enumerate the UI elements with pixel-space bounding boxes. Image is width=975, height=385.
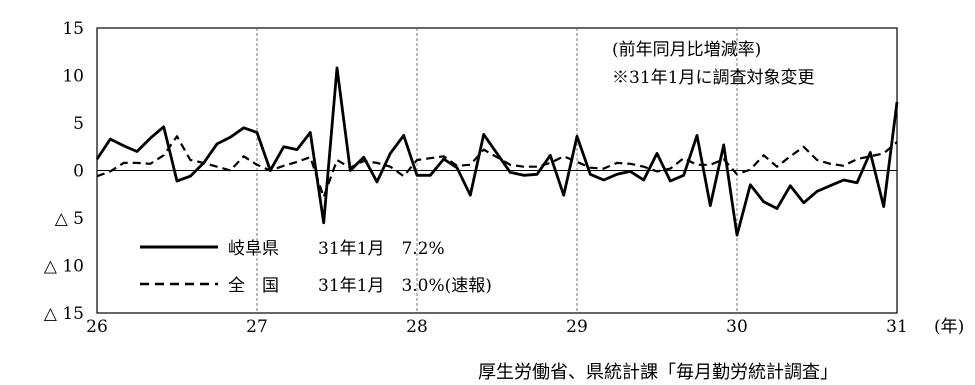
y-tick-label-5: △ 10 bbox=[44, 257, 84, 277]
x-tick-label-27: 27 bbox=[246, 317, 268, 337]
y-tick-label-1: 10 bbox=[62, 67, 84, 87]
y-tick-label-2: 5 bbox=[73, 114, 84, 134]
x-tick-label-26: 26 bbox=[86, 317, 108, 337]
series-line-1 bbox=[96, 135, 898, 199]
y-tick-label-3: 0 bbox=[73, 162, 84, 182]
legend-label-national: 全 国 bbox=[228, 276, 279, 296]
legend-note-gifu: 31年1月 7.2% bbox=[318, 239, 445, 259]
legend-label-gifu: 岐阜県 bbox=[228, 239, 279, 259]
x-tick-label-30: 30 bbox=[726, 317, 748, 337]
y-axis-ticks: 15 10 5 0 △ 5 △ 10 △ 15 bbox=[44, 19, 84, 324]
x-axis-unit: (年) bbox=[934, 317, 964, 337]
annotation-line-1: (前年同月比増減率) bbox=[612, 40, 761, 60]
series-layer bbox=[95, 66, 899, 237]
legend: 岐阜県 31年1月 7.2% 全 国 31年1月 3.0%(速報) bbox=[140, 239, 492, 296]
source-note: 厚生労働省、県統計課「毎月勤労統計調査」 bbox=[478, 362, 838, 383]
annotation-line-2: ※31年1月に調査対象変更 bbox=[612, 68, 814, 88]
y-tick-label-4: △ 5 bbox=[55, 209, 84, 229]
y-tick-label-6: △ 15 bbox=[44, 304, 84, 324]
annotation: (前年同月比増減率) ※31年1月に調査対象変更 bbox=[612, 40, 814, 88]
x-tick-label-28: 28 bbox=[406, 317, 428, 337]
x-tick-label-31: 31 bbox=[886, 317, 908, 337]
y-tick-label-0: 15 bbox=[62, 19, 84, 39]
x-axis-ticks: 26 27 28 29 30 31 bbox=[86, 317, 908, 337]
legend-note-national: 31年1月 3.0%(速報) bbox=[318, 276, 492, 296]
x-tick-label-29: 29 bbox=[566, 317, 588, 337]
series-line-0 bbox=[95, 66, 899, 237]
